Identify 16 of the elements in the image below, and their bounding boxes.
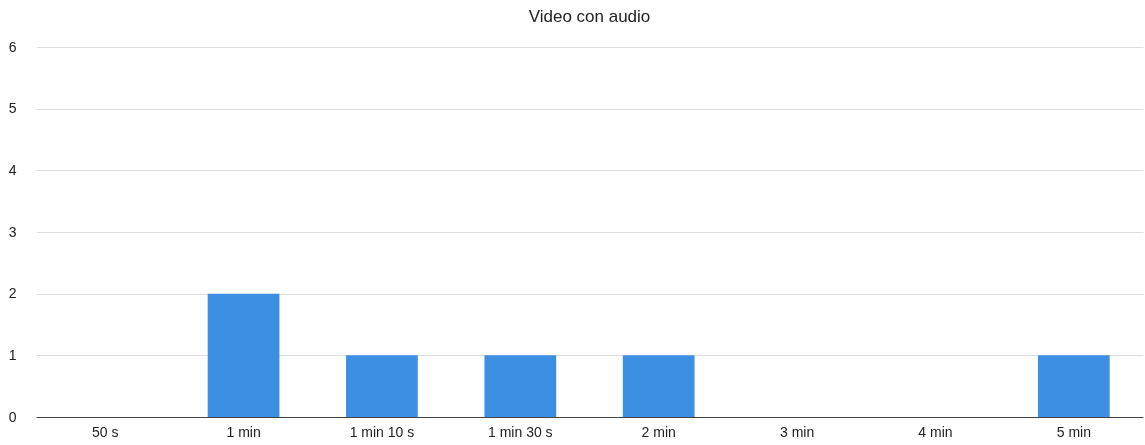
x-tick-label: 4 min bbox=[918, 423, 953, 440]
y-tick-label: 5 bbox=[8, 100, 17, 117]
x-tick-label: 3 min bbox=[779, 423, 815, 440]
x-tick-label: 2 min bbox=[641, 423, 676, 440]
x-tick-label: 5 min bbox=[1056, 423, 1091, 440]
x-tick-label: 1 min 30 s bbox=[488, 423, 553, 440]
x-tick-label: 1 min bbox=[226, 423, 261, 440]
y-tick-label: 2 bbox=[8, 285, 17, 302]
y-tick-label: 3 bbox=[8, 223, 17, 240]
y-tick-label: 1 bbox=[8, 346, 17, 363]
x-tick-label: 50 s bbox=[91, 423, 119, 440]
y-tick-label: 0 bbox=[8, 408, 17, 425]
y-tick-label: 6 bbox=[8, 38, 17, 55]
y-tick-label: 4 bbox=[8, 161, 17, 178]
x-tick-label: 1 min 10 s bbox=[349, 423, 415, 440]
chart-title: Video con audio bbox=[528, 7, 651, 26]
